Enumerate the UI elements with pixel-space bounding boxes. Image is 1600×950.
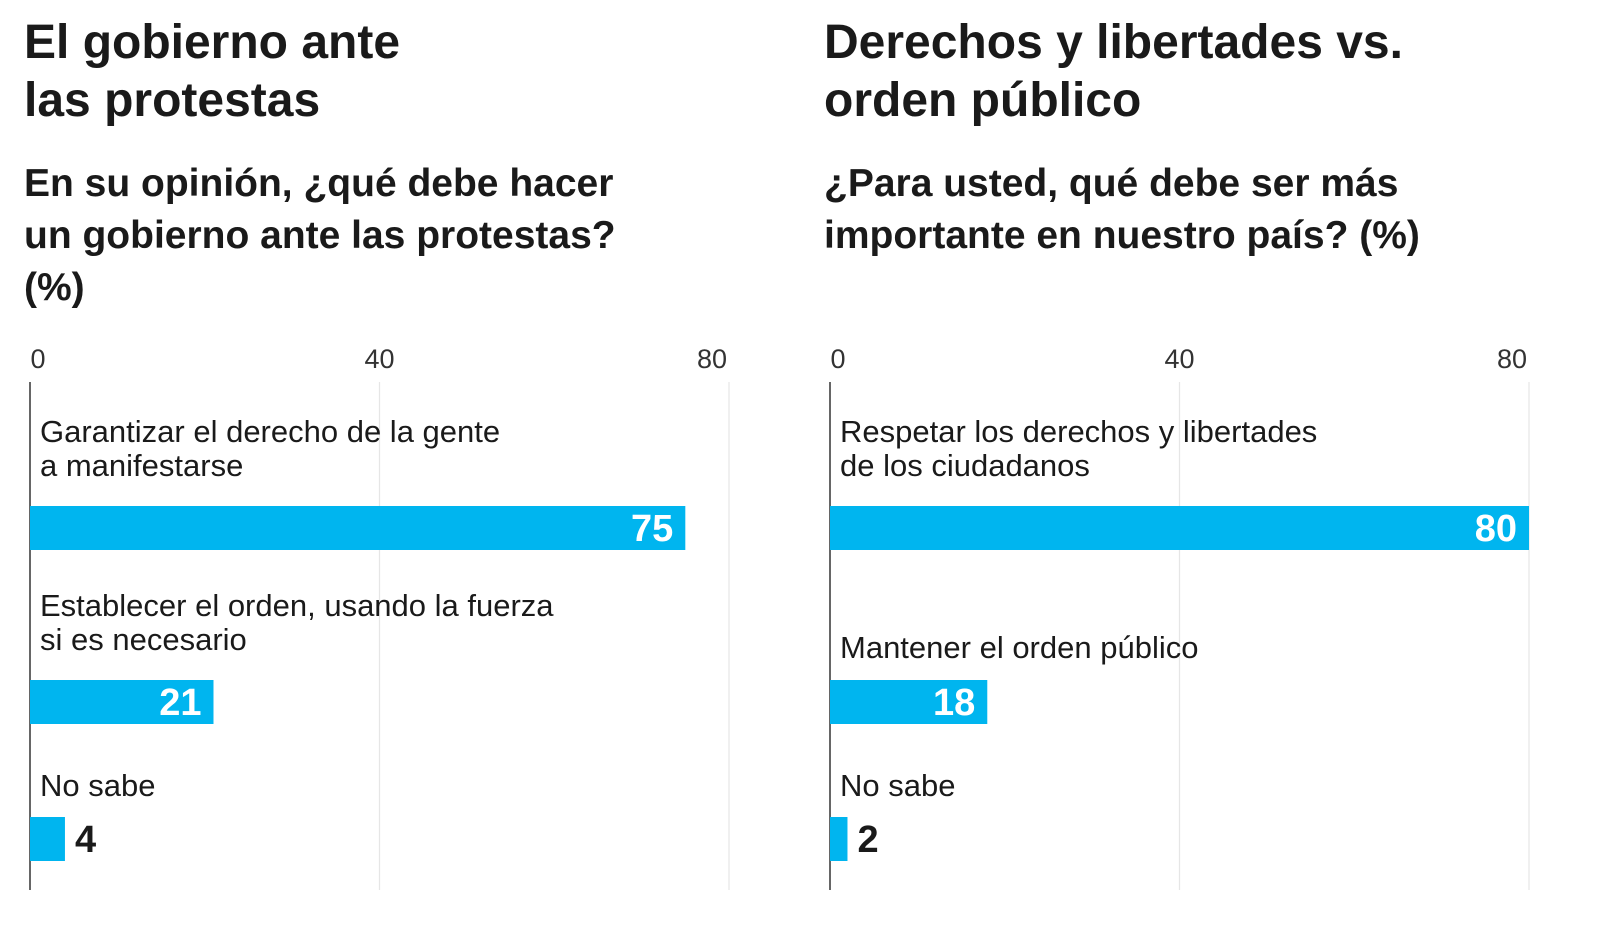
bar <box>830 506 1529 550</box>
chart-subtitle: ¿Para usted, qué debe ser más importante… <box>824 162 1420 257</box>
value-label: 21 <box>159 682 201 724</box>
bar <box>30 680 214 724</box>
x-tick-label: 40 <box>1164 344 1194 374</box>
chart-panel-right: Derechos y libertades vs. orden público … <box>800 0 1560 950</box>
chart-title: Derechos y libertades vs. orden público <box>824 16 1403 127</box>
value-label: 75 <box>631 508 673 550</box>
category-label: No sabe <box>840 768 955 803</box>
x-tick-label: 40 <box>364 344 394 374</box>
bar-chart: 0 40 80 Garantizar el derecho de la gente a … <box>29 344 730 890</box>
chart-title: El gobierno ante las protestas <box>24 16 401 127</box>
category-label: Respetar los derechos y libertades de los… <box>840 414 1317 483</box>
category-label: Garantizar el derecho de la gente a manif… <box>40 414 500 483</box>
chart-panel-left: El gobierno ante las protestas En su opi… <box>0 0 760 950</box>
x-tick-label: 80 <box>697 344 727 374</box>
value-label: 4 <box>75 819 96 861</box>
x-tick-label: 0 <box>830 344 845 374</box>
value-label: 18 <box>933 682 975 724</box>
category-label: Mantener el orden público <box>840 630 1198 665</box>
bar <box>830 817 848 861</box>
bar <box>30 817 65 861</box>
value-label: 80 <box>1475 508 1517 550</box>
x-tick-label: 80 <box>1497 344 1527 374</box>
bar <box>30 506 686 550</box>
value-label: 2 <box>857 819 878 861</box>
x-tick-label: 0 <box>30 344 45 374</box>
chart-subtitle: En su opinión, ¿qué debe hacer un gobier… <box>24 162 616 309</box>
bar-chart: 0 40 80 Respetar los derechos y libertades d… <box>829 344 1530 890</box>
bar <box>830 680 988 724</box>
category-label: Establecer el orden, usando la fuerza si … <box>40 588 554 657</box>
category-label: No sabe <box>40 768 155 803</box>
